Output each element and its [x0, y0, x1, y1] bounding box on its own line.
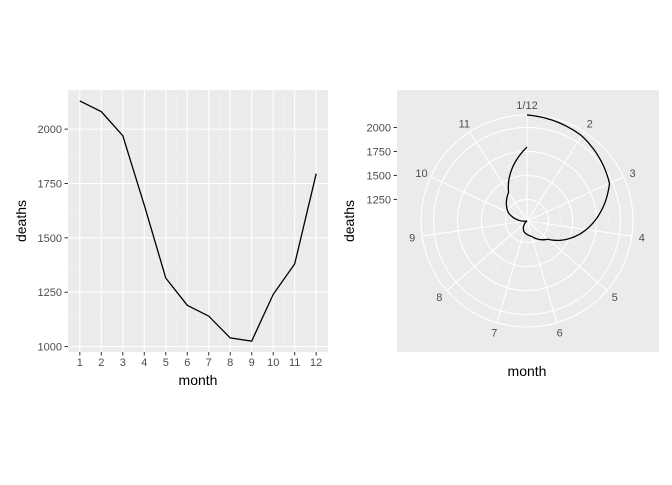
polar-spoke: [430, 176, 528, 222]
cartesian-y-tick-label: 2000: [38, 124, 62, 136]
cartesian-x-tick-label: 8: [227, 357, 233, 369]
cartesian-x-tick-label: 9: [249, 357, 255, 369]
polar-minor-spoke: [526, 220, 624, 266]
polar-spoke: [526, 220, 608, 291]
cartesian-x-tick-label: 1: [77, 357, 83, 369]
polar-minor-spoke: [422, 205, 528, 222]
polar-deaths-line: [505, 114, 611, 242]
polar-theta-tick-label: 3: [629, 168, 635, 180]
cartesian-y-tick-label: 1000: [38, 342, 62, 354]
cartesian-x-tick-label: 2: [98, 357, 104, 369]
polar-x-axis-title: month: [508, 363, 547, 379]
polar-spoke: [526, 220, 558, 323]
polar-minor-spoke: [526, 205, 632, 222]
cartesian-x-tick-label: 7: [206, 357, 212, 369]
polar-minor-spoke: [526, 220, 585, 311]
polar-theta-tick-label: 8: [436, 292, 442, 304]
polar-theta-tick-label: 2: [587, 118, 593, 130]
polar-spoke: [526, 176, 624, 222]
polar-spoke: [526, 220, 632, 237]
cartesian-x-axis-title: month: [179, 372, 218, 388]
polar-minor-spoke: [469, 220, 528, 311]
polar-radial-tick-label: 1500: [367, 170, 391, 182]
cartesian-y-tick-label: 1750: [38, 178, 62, 190]
polar-theta-tick-label: 11: [459, 118, 470, 130]
polar-minor-spoke: [430, 220, 528, 266]
polar-chart: 1250 1500 1750 2000 1/12 2 3 4 5 6 7 8 9 10 11 month d…: [341, 90, 659, 379]
polar-spoke: [469, 131, 528, 222]
cartesian-y-tick-label: 1500: [38, 233, 62, 245]
cartesian-y-axis-title: deaths: [13, 200, 29, 242]
polar-y-axis-title: deaths: [341, 200, 357, 242]
polar-spoke: [526, 131, 585, 222]
polar-theta-tick-label: 1/12: [516, 100, 537, 112]
cartesian-x-tick-label: 11: [289, 357, 300, 369]
polar-theta-tick-label: 10: [415, 168, 427, 180]
polar-radial-tick-label: 1750: [367, 146, 391, 158]
polar-spoke: [446, 220, 528, 291]
polar-theta-tick-label: 6: [557, 327, 563, 339]
polar-minor-spoke: [446, 151, 528, 222]
cartesian-x-tick-label: 3: [120, 357, 126, 369]
polar-radial-tick-label: 1250: [367, 194, 391, 206]
polar-spoke: [422, 220, 528, 237]
cartesian-x-tick-label: 12: [310, 357, 322, 369]
polar-spoke: [496, 220, 528, 323]
cartesian-deaths-line: [79, 100, 317, 342]
polar-theta-tick-label: 4: [639, 233, 645, 245]
cartesian-y-tick-label: 1250: [38, 287, 62, 299]
cartesian-x-tick-label: 10: [267, 357, 279, 369]
polar-theta-tick-label: 7: [491, 327, 497, 339]
cartesian-x-tick-label: 5: [163, 357, 169, 369]
polar-minor-spoke: [526, 151, 608, 222]
cartesian-x-tick-label: 6: [184, 357, 190, 369]
polar-theta-tick-label: 5: [612, 292, 618, 304]
cartesian-x-tick-label: 4: [141, 357, 147, 369]
polar-minor-spoke: [526, 119, 558, 222]
polar-radial-tick-label: 2000: [367, 122, 391, 134]
polar-theta-tick-label: 9: [409, 233, 415, 245]
